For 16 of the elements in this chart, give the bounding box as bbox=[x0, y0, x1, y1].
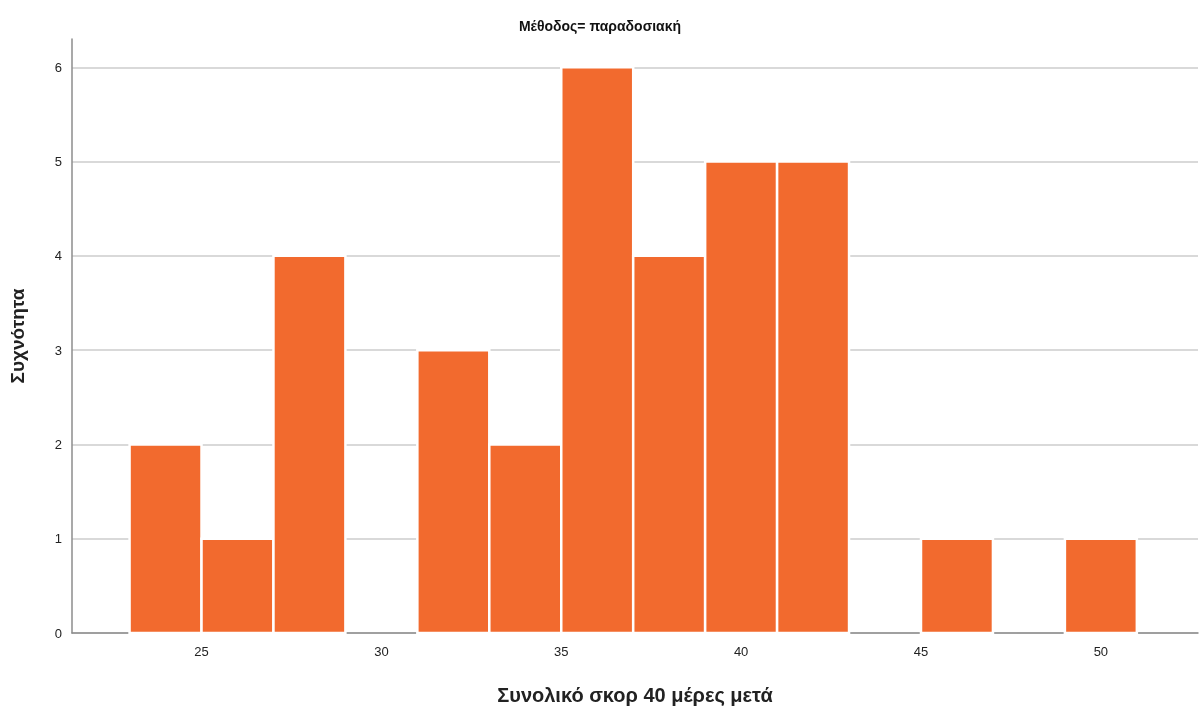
x-tick-label: 45 bbox=[913, 644, 929, 659]
y-tick-label: 0 bbox=[54, 625, 62, 641]
x-axis-title: Συνολικό σκορ 40 μέρες μετά bbox=[497, 684, 774, 706]
y-tick-label: 1 bbox=[54, 531, 62, 547]
y-tick-label: 5 bbox=[54, 154, 62, 170]
y-tick-label: 3 bbox=[54, 342, 62, 358]
x-tick-label: 35 bbox=[554, 644, 569, 659]
y-tick-label: 4 bbox=[54, 248, 62, 264]
y-tick-label: 2 bbox=[54, 436, 62, 452]
chart-title: Μέθοδος= παραδοσιακή bbox=[518, 18, 682, 34]
y-axis-title: Συχνότητα bbox=[7, 288, 28, 384]
x-tick-label: 50 bbox=[1093, 644, 1109, 659]
x-tick-label: 25 bbox=[194, 644, 209, 659]
x-tick-label: 30 bbox=[374, 644, 389, 659]
x-tick-label: 40 bbox=[733, 644, 749, 659]
y-tick-label: 6 bbox=[54, 59, 62, 75]
